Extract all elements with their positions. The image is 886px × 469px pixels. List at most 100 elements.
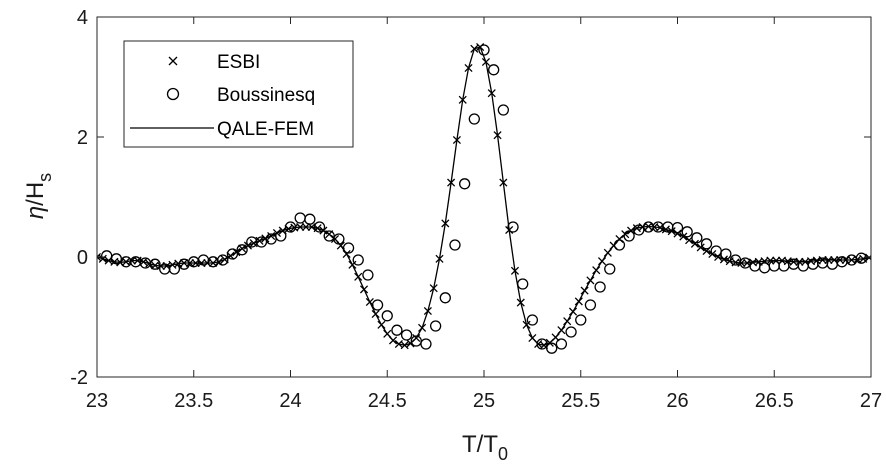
legend-label: Boussinesq — [217, 85, 315, 106]
data-point-o — [226, 248, 239, 260]
data-point-x — [586, 276, 595, 285]
data-point-o — [681, 226, 693, 238]
data-point-x — [429, 284, 438, 293]
data-point-x — [557, 326, 566, 335]
data-point-o — [613, 239, 626, 251]
data-point-o — [691, 232, 703, 244]
data-point-o — [313, 221, 326, 233]
data-point-o — [497, 104, 510, 116]
data-point-o — [304, 213, 316, 225]
x-tick-label: 25.5 — [561, 390, 600, 412]
data-point-x — [441, 219, 450, 228]
data-point-x — [470, 44, 479, 53]
data-point-x — [377, 320, 386, 329]
data-point-x — [824, 255, 833, 265]
data-point-x — [458, 95, 467, 104]
data-point-o — [333, 233, 345, 245]
data-point-x — [400, 341, 409, 350]
legend-box — [123, 40, 354, 148]
data-point-o — [420, 338, 432, 350]
data-point-x — [795, 257, 804, 266]
data-point-x — [563, 317, 572, 326]
data-point-x — [696, 243, 705, 252]
data-point-x — [418, 323, 427, 332]
data-point-o — [275, 230, 287, 242]
x-tick-label: 25 — [473, 390, 495, 412]
data-point-o — [439, 292, 451, 304]
data-point-o — [797, 260, 809, 272]
legend-marker-o — [166, 87, 180, 101]
x-tick-label: 26 — [666, 390, 688, 412]
x-tick-label: 24 — [279, 390, 301, 412]
data-point-x — [574, 297, 583, 306]
data-point-o — [400, 329, 413, 341]
data-point-o — [536, 338, 548, 350]
data-point-x — [180, 258, 189, 268]
data-point-o — [526, 314, 539, 326]
data-point-x — [679, 232, 688, 241]
data-point-o — [391, 324, 403, 336]
data-point-o — [555, 338, 568, 350]
data-point-o — [362, 269, 374, 281]
data-point-o — [352, 254, 364, 266]
data-point-o — [584, 299, 597, 311]
data-point-x — [342, 249, 351, 259]
data-point-o — [855, 252, 867, 264]
data-point-x — [499, 178, 508, 187]
data-point-x — [354, 272, 363, 281]
data-point-o — [546, 342, 558, 354]
data-point-x — [481, 57, 490, 67]
y-tick-label: 4 — [77, 7, 88, 29]
legend-item: Boussinesq — [166, 85, 315, 106]
data-point-x — [97, 252, 102, 262]
data-point-o — [371, 299, 384, 311]
x-axis-label: T/T0 — [462, 431, 508, 464]
data-point-o — [575, 314, 587, 326]
x-tick-label: 27 — [860, 390, 882, 412]
legend: ESBI Boussinesq QALE-FEM — [123, 40, 354, 148]
data-point-o — [429, 320, 442, 332]
data-point-x — [522, 320, 531, 329]
data-point-x — [464, 63, 473, 73]
data-point-o — [178, 258, 190, 270]
x-tick-label: 24.5 — [368, 390, 407, 412]
y-axis-label-eta: η — [22, 206, 49, 219]
data-point-o — [217, 254, 229, 266]
data-point-o — [149, 258, 161, 270]
data-point-x — [603, 248, 612, 257]
data-point-x — [435, 254, 444, 263]
data-point-x — [673, 229, 682, 238]
x-tick-label: 26.5 — [755, 390, 794, 412]
data-point-o — [565, 326, 577, 338]
data-point-x — [383, 329, 392, 338]
data-point-o — [507, 221, 519, 233]
data-point-x — [412, 333, 421, 343]
data-point-o — [342, 242, 355, 254]
data-point-x — [447, 178, 456, 187]
data-point-o — [449, 239, 461, 251]
data-point-x — [296, 222, 305, 232]
data-point-o — [826, 258, 838, 270]
data-point-x — [568, 307, 578, 316]
data-point-x — [818, 255, 827, 265]
data-point-o — [517, 278, 529, 290]
legend-item: ESBI — [168, 52, 260, 73]
data-point-o — [488, 64, 500, 76]
data-point-x — [423, 306, 432, 316]
data-point-x — [510, 266, 520, 275]
data-point-o — [381, 310, 393, 322]
series-boussinesq — [101, 44, 867, 354]
data-point-x — [516, 298, 525, 307]
data-point-x — [493, 131, 502, 140]
data-point-x — [267, 231, 276, 241]
data-point-x — [737, 258, 746, 268]
data-point-x — [766, 256, 775, 265]
legend-label: ESBI — [217, 52, 260, 73]
data-point-x — [238, 244, 247, 253]
data-point-x — [330, 234, 340, 244]
data-point-o — [284, 221, 297, 233]
data-point-o — [758, 262, 771, 274]
data-point-x — [615, 234, 624, 244]
